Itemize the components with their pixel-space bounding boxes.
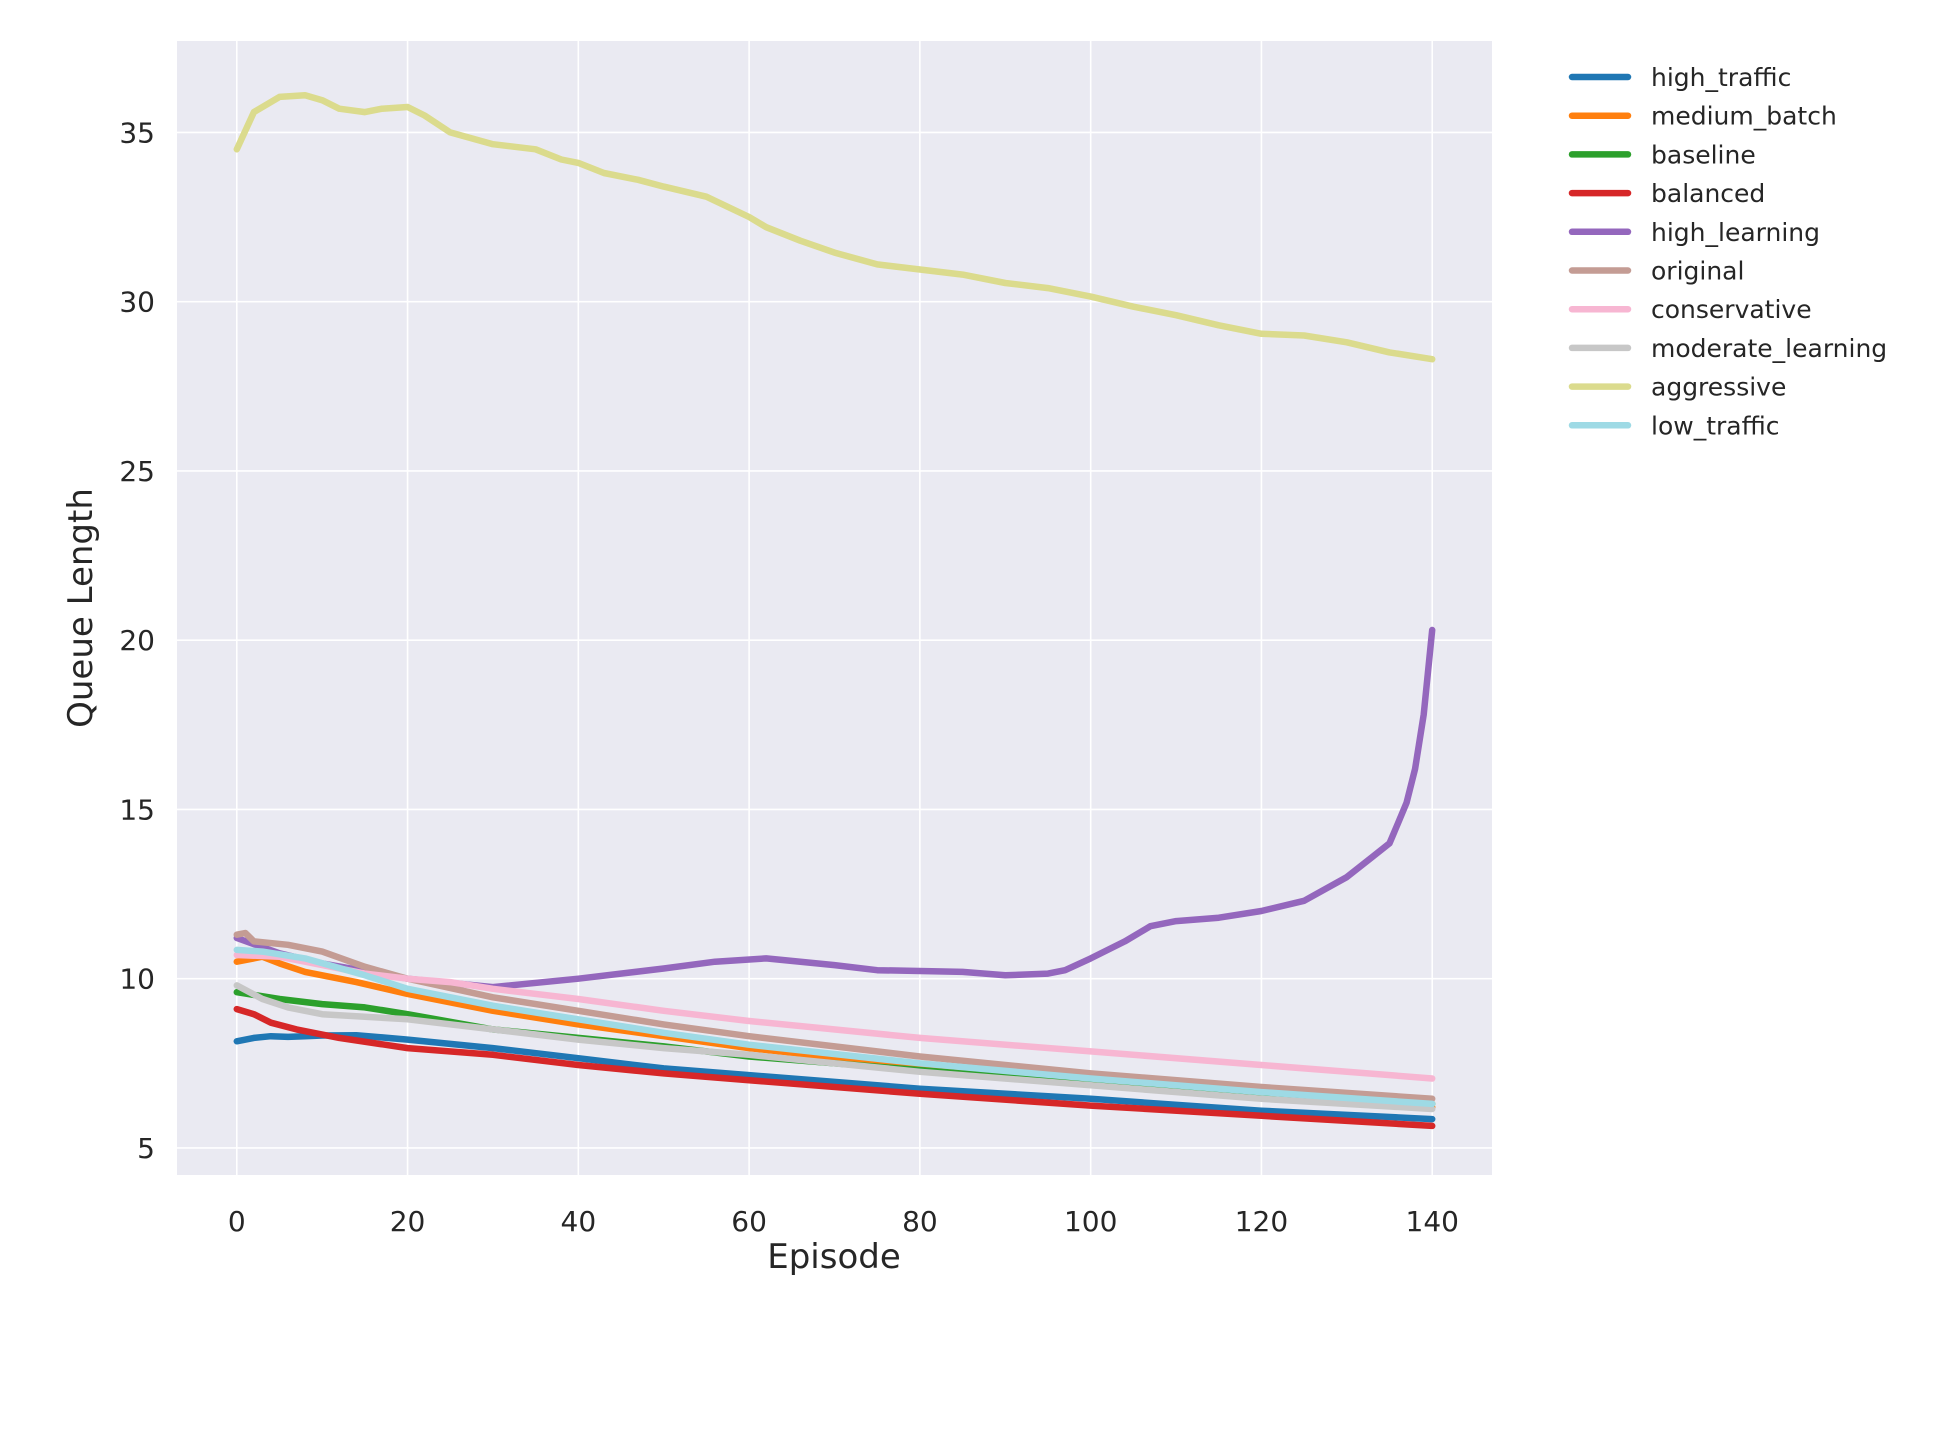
legend-label: low_traffic <box>1651 411 1780 440</box>
y-tick-label: 20 <box>119 624 155 657</box>
legend-label: baseline <box>1651 140 1756 169</box>
x-tick-label: 20 <box>390 1205 426 1238</box>
y-tick-label: 35 <box>119 116 155 149</box>
y-tick-label: 10 <box>119 963 155 996</box>
x-tick-label: 140 <box>1406 1205 1459 1238</box>
y-tick-label: 25 <box>119 455 155 488</box>
legend-label: conservative <box>1651 295 1812 324</box>
legend-item-original: original <box>1568 257 1744 286</box>
series-line-moderate_learning <box>233 982 1436 1113</box>
series-line-original <box>233 929 1436 1103</box>
y-tick-label: 5 <box>137 1132 155 1165</box>
x-tick-label: 0 <box>228 1205 246 1238</box>
x-tick-label: 60 <box>731 1205 767 1238</box>
x-tick-label: 80 <box>902 1205 938 1238</box>
series-line-high_traffic <box>233 1031 1436 1123</box>
y-tick-label: 15 <box>119 793 155 826</box>
y-tick-labels: 5 10 15 20 25 30 35 <box>119 116 155 1165</box>
legend-item-baseline: baseline <box>1568 140 1756 169</box>
x-tick-label: 120 <box>1235 1205 1288 1238</box>
legend-item-high_traffic: high_traffic <box>1568 63 1791 92</box>
x-axis-label: Episode <box>767 1237 901 1277</box>
y-axis-label: Queue Length <box>61 488 101 728</box>
legend-label: high_traffic <box>1651 63 1791 92</box>
grid <box>177 41 1492 1175</box>
series-line-balanced <box>233 1005 1436 1130</box>
legend-item-moderate_learning: moderate_learning <box>1568 334 1887 363</box>
legend-label: medium_batch <box>1651 102 1837 131</box>
y-tick-label: 30 <box>119 286 155 319</box>
x-tick-label: 100 <box>1064 1205 1117 1238</box>
legend-label: high_learning <box>1651 218 1820 247</box>
legend-item-conservative: conservative <box>1568 295 1812 324</box>
legend-item-high_learning: high_learning <box>1568 218 1820 247</box>
x-tick-label: 40 <box>561 1205 597 1238</box>
legend-label: aggressive <box>1651 373 1786 402</box>
series-lines <box>233 91 1436 1130</box>
legend-item-aggressive: aggressive <box>1568 373 1786 402</box>
legend-item-medium_batch: medium_batch <box>1568 102 1837 131</box>
legend-label: moderate_learning <box>1651 334 1887 363</box>
legend-label: balanced <box>1651 179 1765 208</box>
series-line-low_traffic <box>233 946 1436 1108</box>
legend-label: original <box>1651 257 1744 286</box>
legend: high_traffic medium_batch baseline balanced… <box>1568 63 1887 440</box>
legend-item-balanced: balanced <box>1568 179 1765 208</box>
series-line-high_learning <box>233 626 1436 991</box>
plot-background <box>177 41 1492 1175</box>
legend-item-low_traffic: low_traffic <box>1568 411 1780 440</box>
x-tick-labels: 0 20 40 60 80 100 120 140 <box>228 1205 1459 1238</box>
series-line-aggressive <box>233 91 1436 363</box>
